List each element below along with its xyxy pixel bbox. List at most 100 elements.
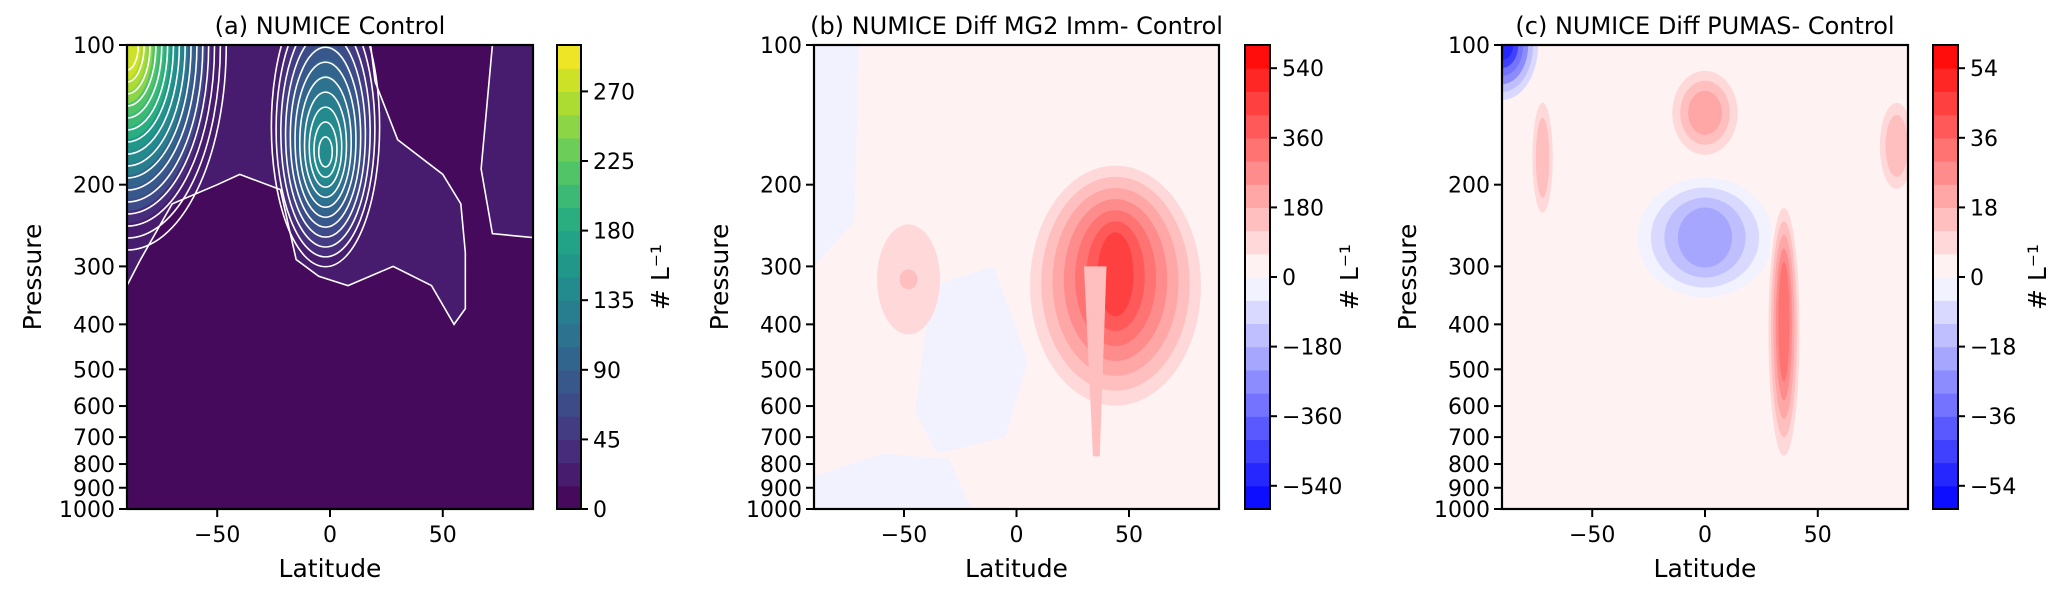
colorbar-segment [1933, 346, 1958, 371]
colorbar-segment [1933, 91, 1958, 116]
contour-line [313, 121, 338, 179]
y-axis-label: Pressure [18, 224, 47, 331]
colorbar-segment [1245, 462, 1270, 487]
y-tick-label: 300 [1448, 255, 1490, 280]
y-tick-label: 400 [1448, 313, 1490, 338]
colorbar-segment [557, 462, 581, 487]
field-region-right [481, 45, 533, 238]
colorbar-tick-label: −360 [1282, 405, 1342, 430]
colorbar-segment [557, 91, 581, 116]
colorbar-segment [1245, 439, 1270, 464]
y-tick-label: 700 [73, 426, 115, 451]
colorbar-tick-label: 135 [593, 289, 635, 314]
colorbar-segment [557, 137, 581, 162]
colorbar-segment [557, 439, 581, 464]
y-tick-label: 200 [73, 174, 115, 199]
colorbar-segment [1933, 184, 1958, 208]
x-tick-label: 0 [323, 523, 337, 548]
colorbar-tick-label: −180 [1282, 336, 1342, 361]
y-tick-label: 1000 [746, 498, 802, 523]
colorbar-segment [1933, 45, 1958, 69]
colorbar-segment [1933, 68, 1958, 92]
x-axis-label: Latitude [279, 554, 382, 583]
colorbar-frame [556, 44, 582, 510]
contour-line [294, 61, 357, 219]
colorbar-segment [557, 161, 581, 185]
y-tick-label: 200 [1448, 174, 1490, 199]
colorbar-segment [1245, 45, 1270, 69]
colorbar-segment [1933, 439, 1958, 464]
colorbar-segment [1933, 114, 1958, 139]
colorbar-segment [1933, 277, 1958, 301]
colorbar-segment [1933, 137, 1958, 162]
colorbar-tick-label: 0 [1970, 266, 1984, 291]
side-contour-fill [1535, 117, 1550, 198]
colorbar-segment [1245, 393, 1270, 417]
field-region-neg [814, 45, 859, 267]
colorbar-tick-label: −36 [1970, 405, 2016, 430]
colorbar-segment [1245, 369, 1270, 394]
colorbar-tick-label: 180 [593, 220, 635, 245]
x-axis-label: Latitude [965, 554, 1068, 583]
y-tick-label: 300 [760, 255, 802, 280]
y-axis-label: Pressure [705, 224, 734, 331]
y-tick-label: 100 [73, 34, 115, 59]
colorbar-label: # L⁻¹ [1335, 244, 1364, 310]
contour-line [308, 106, 343, 188]
colorbar-segment [1933, 462, 1958, 487]
x-tick-label: 50 [1804, 523, 1832, 548]
colorbar-segment [1245, 346, 1270, 371]
contour-line [289, 46, 362, 228]
x-axis-label: Latitude [1654, 554, 1757, 583]
colorbar-tick-label: −540 [1282, 475, 1342, 500]
colorbar-segment [1245, 161, 1270, 185]
contour-line [280, 45, 371, 248]
colorbar-segment [1245, 300, 1270, 324]
y-tick-label: 500 [73, 358, 115, 383]
chart-title: (c) NUMICE Diff PUMAS- Control [1515, 12, 1894, 40]
y-tick-label: 600 [760, 395, 802, 420]
colorbar-tick-label: 54 [1970, 57, 1998, 82]
colorbar-segment [1933, 161, 1958, 185]
y-tick-label: 700 [1448, 426, 1490, 451]
colorbar-tick-label: 45 [593, 428, 621, 453]
equator-contour-fill [310, 105, 341, 184]
y-tick-label: 900 [760, 477, 802, 502]
band-contour-fill [1677, 207, 1733, 268]
y-tick-label: 600 [1448, 395, 1490, 420]
colorbar-tick-label: 36 [1970, 127, 1998, 152]
colorbar-tick-label: 18 [1970, 196, 1998, 221]
chart-title: (b) NUMICE Diff MG2 Imm- Control [810, 12, 1223, 40]
y-tick-label: 600 [73, 395, 115, 420]
y-axis-label: Pressure [1393, 224, 1422, 331]
colorbar-segment [557, 68, 581, 92]
x-tick-label: −50 [194, 523, 240, 548]
colorbar-segment [1245, 114, 1270, 139]
colorbar-segment [1933, 323, 1958, 348]
colorbar-segment [557, 393, 581, 417]
colorbar-segment [1245, 485, 1270, 510]
y-tick-label: 1000 [1434, 498, 1490, 523]
contour-line [298, 76, 353, 209]
colorbar-segment [557, 277, 581, 301]
y-tick-label: 800 [73, 453, 115, 478]
colorbar-segment [557, 114, 581, 139]
colorbar-segment [1933, 393, 1958, 417]
contour-line [127, 45, 467, 326]
x-tick-label: −50 [1569, 523, 1615, 548]
colorbar-segment [557, 485, 581, 510]
colorbar-segment [1245, 68, 1270, 92]
x-tick-label: 50 [429, 523, 457, 548]
x-tick-label: 50 [1115, 523, 1143, 548]
polar-contour-fill [1502, 45, 1514, 60]
colorbar-segment [557, 369, 581, 394]
plume-contour-fill [1778, 261, 1790, 382]
y-tick-label: 400 [73, 313, 115, 338]
colorbar-segment [557, 184, 581, 208]
colorbar-segment [1245, 416, 1270, 440]
upper-contour-fill [1688, 90, 1722, 135]
y-tick-label: 100 [1448, 34, 1490, 59]
colorbar-tick-label: 90 [593, 359, 621, 384]
colorbar-segment [557, 323, 581, 348]
colorbar-segment [1933, 369, 1958, 394]
